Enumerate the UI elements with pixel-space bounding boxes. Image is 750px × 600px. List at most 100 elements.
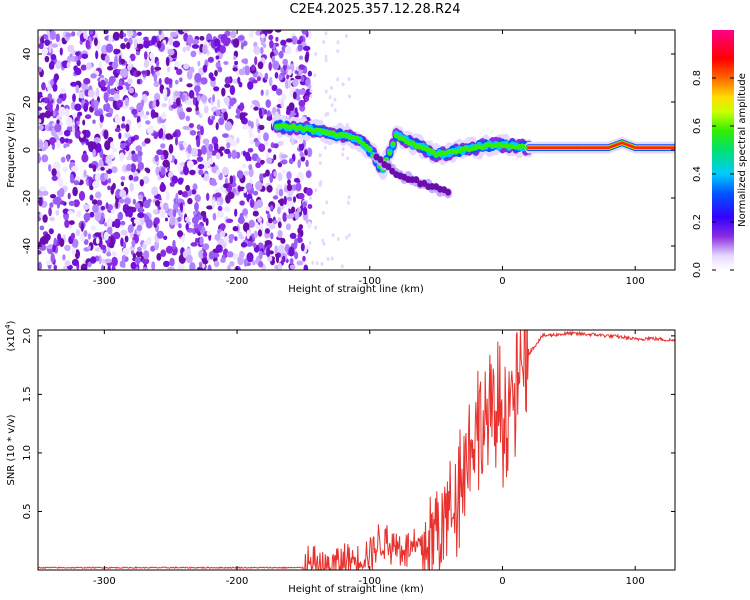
noise-speckle: [347, 233, 351, 238]
noise-speckle: [242, 222, 250, 233]
noise-speckle: [234, 236, 238, 241]
noise-speckle: [243, 170, 249, 176]
noise-speckle: [90, 142, 97, 152]
noise-speckle: [217, 99, 221, 109]
noise-speckle: [112, 99, 118, 109]
noise-speckle: [200, 94, 208, 103]
noise-speckle: [129, 53, 136, 62]
noise-speckle: [108, 34, 113, 43]
y-tick-label: -40: [22, 238, 33, 254]
noise-speckle: [172, 208, 177, 218]
noise-speckle: [157, 40, 162, 49]
noise-speckle: [215, 55, 220, 60]
signal-blob: [385, 163, 392, 171]
noise-speckle: [202, 243, 210, 251]
noise-speckle: [248, 167, 254, 178]
noise-speckle: [318, 183, 322, 188]
noise-speckle: [144, 138, 151, 144]
noise-speckle: [268, 61, 273, 71]
noise-speckle: [126, 30, 134, 38]
noise-speckle: [76, 210, 82, 218]
noise-speckle: [39, 225, 45, 231]
noise-speckle: [266, 185, 273, 193]
noise-speckle: [306, 147, 313, 158]
y-tick-label: 2.0: [22, 328, 33, 344]
noise-speckle: [87, 261, 92, 268]
noise-speckle: [222, 166, 229, 176]
noise-speckle: [66, 117, 73, 127]
noise-speckle: [124, 97, 129, 107]
noise-speckle: [293, 196, 296, 203]
noise-speckle: [153, 209, 158, 215]
noise-speckle: [54, 196, 62, 205]
noise-speckle: [130, 136, 136, 142]
noise-speckle: [247, 81, 254, 90]
noise-speckle: [77, 111, 83, 117]
noise-speckle: [347, 195, 351, 200]
y-tick-label: 1.5: [22, 386, 33, 402]
noise-speckle: [294, 251, 299, 260]
snr-x-ticks: -300 -200 -100 0 100: [93, 330, 645, 587]
x-tick-label: 0: [499, 276, 505, 287]
noise-speckle: [281, 93, 287, 102]
noise-speckle: [233, 55, 237, 61]
noise-speckle: [276, 88, 283, 96]
noise-speckle: [124, 197, 131, 205]
noise-speckle: [92, 164, 97, 172]
noise-speckle: [163, 235, 168, 240]
noise-speckle: [208, 251, 215, 260]
noise-speckle: [198, 249, 205, 259]
noise-speckle: [195, 237, 198, 245]
noise-speckle: [215, 244, 223, 253]
noise-speckle: [336, 77, 340, 82]
noise-speckle: [125, 123, 130, 133]
signal-blob: [377, 156, 384, 164]
noise-speckle: [233, 38, 240, 48]
noise-speckle: [70, 232, 76, 240]
noise-speckle: [288, 246, 295, 257]
noise-speckle: [301, 30, 307, 35]
noise-speckle: [160, 113, 167, 120]
noise-speckle: [286, 196, 293, 201]
noise-speckle: [174, 61, 181, 68]
noise-speckle: [194, 194, 201, 203]
noise-speckle: [333, 97, 337, 102]
noise-speckle: [275, 36, 279, 42]
noise-speckle: [190, 50, 197, 58]
noise-speckle: [211, 106, 218, 113]
noise-speckle: [74, 55, 79, 62]
noise-speckle: [286, 183, 293, 192]
noise-speckle: [226, 251, 234, 258]
noise-speckle: [127, 64, 132, 71]
noise-speckle: [120, 58, 126, 65]
noise-speckle: [298, 64, 305, 70]
noise-speckle: [321, 238, 325, 243]
noise-speckle: [300, 75, 305, 83]
noise-speckle: [138, 37, 145, 44]
noise-speckle: [49, 30, 57, 40]
noise-speckle: [251, 64, 256, 71]
noise-speckle: [298, 224, 303, 230]
noise-speckle: [250, 121, 254, 129]
noise-speckle: [264, 228, 270, 234]
noise-speckle: [224, 148, 231, 154]
colorbar-ticks: 0.0 0.2 0.4 0.6 0.8: [692, 70, 734, 278]
noise-speckle: [71, 258, 79, 266]
noise-speckle: [38, 118, 42, 124]
noise-speckle: [55, 209, 60, 216]
noise-speckle: [105, 43, 114, 53]
noise-speckle: [223, 183, 229, 189]
noise-speckle: [216, 200, 221, 206]
noise-speckle: [253, 230, 258, 239]
noise-speckle: [93, 137, 101, 143]
noise-speckle: [137, 31, 142, 36]
noise-speckle: [197, 95, 201, 102]
noise-speckle: [58, 187, 65, 198]
noise-speckle: [147, 198, 152, 203]
noise-speckle: [189, 169, 196, 176]
noise-speckle: [56, 119, 60, 125]
noise-speckle: [38, 197, 43, 207]
noise-speckle: [184, 216, 190, 222]
noise-speckle: [314, 225, 318, 230]
noise-speckle: [83, 212, 91, 222]
